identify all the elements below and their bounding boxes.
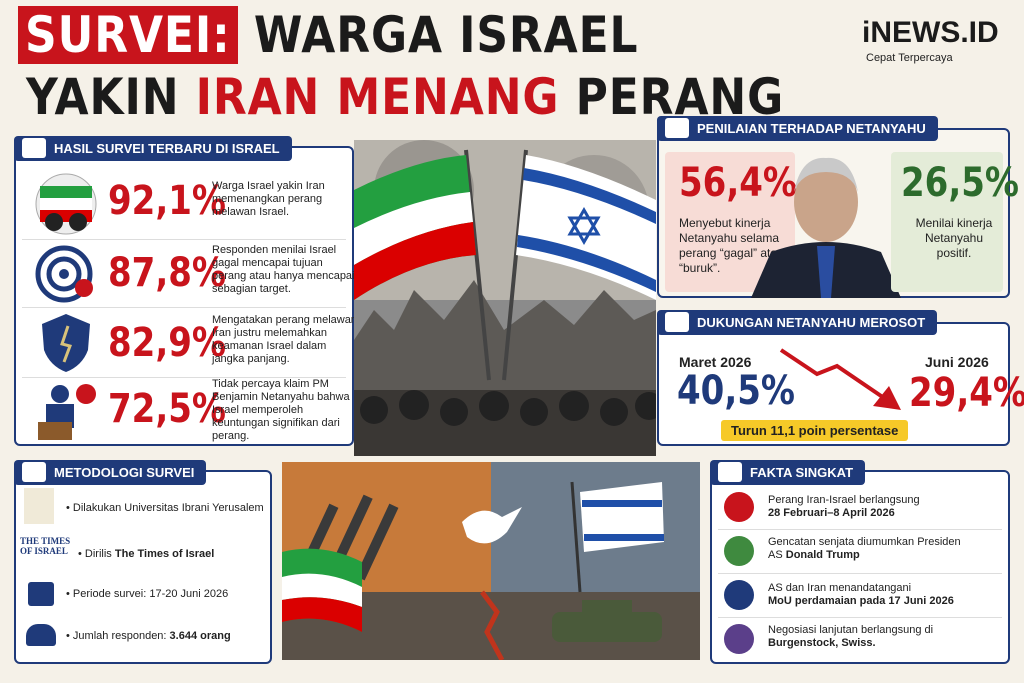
facts-panel: Perang Iran-Israel berlangsung 28 Februar… xyxy=(710,470,1010,664)
logo: iNEWS.ID xyxy=(862,16,999,49)
positive-box: 26,5% Menilai kinerja Netanyahu positif. xyxy=(891,152,1019,292)
item-bold: Donald Trump xyxy=(785,549,860,561)
item-text: Dirilis xyxy=(84,548,112,560)
stat-value: 72,5% xyxy=(108,386,226,432)
fact-row: Negosiasi lanjutan berlangsung di Burgen… xyxy=(718,618,1002,662)
panel-title: METODOLOGI SURVEI xyxy=(14,460,207,485)
tagline: Cepat Terpercaya xyxy=(866,52,953,64)
item-text: Jumlah responden: xyxy=(72,630,167,642)
item-text: Periode survei: 17-20 Juni 2026 xyxy=(72,588,229,600)
flag-icon xyxy=(35,173,97,235)
stat-value: 29,4% xyxy=(909,370,1024,416)
method-panel: • Dilakukan Universitas Ibrani Yerusalem… xyxy=(14,470,272,664)
icon xyxy=(665,312,689,332)
icon xyxy=(22,462,46,482)
title-highlight: SURVEI: xyxy=(18,6,238,64)
stat-value: 26,5% xyxy=(901,160,1019,206)
fact-row: Gencatan senjata diumumkan Presiden AS D… xyxy=(718,530,1002,574)
stat-value: 40,5% xyxy=(677,368,795,414)
survey-row: 92,1% Warga Israel yakin Iran memenangka… xyxy=(22,166,346,240)
title-text: WARGA ISRAEL xyxy=(253,6,639,64)
item-text: Gencatan senjata diumumkan Presiden AS xyxy=(768,536,961,561)
item-text: AS dan Iran menandatangani xyxy=(768,582,912,594)
title-text: HASIL SURVEI TERBARU DI ISRAEL xyxy=(54,141,280,156)
flags-illustration xyxy=(354,140,656,456)
item-text: Negosiasi lanjutan berlangsung di xyxy=(768,624,934,636)
item-bold: Burgenstock, Swiss. xyxy=(768,637,876,649)
times-logo: THE TIMES OF ISRAEL xyxy=(20,536,71,556)
change-badge: Turun 11,1 poin persentase xyxy=(721,420,909,441)
speaker-icon xyxy=(38,384,96,440)
panel-title: DUKUNGAN NETANYAHU MEROSOT xyxy=(657,310,938,335)
negative-box: 56,4% Menyebut kinerja Netanyahu selama … xyxy=(665,152,797,292)
rating-panel: 56,4% Menyebut kinerja Netanyahu selama … xyxy=(657,128,1019,298)
target-icon xyxy=(35,245,93,303)
fact-icon xyxy=(724,492,754,522)
fact-icon xyxy=(724,536,754,566)
stat-text: Tidak percaya klaim PM Benjamin Netanyah… xyxy=(212,378,350,442)
title-text: PENILAIAN TERHADAP NETANYAHU xyxy=(697,121,926,136)
item-text: Perang Iran-Israel berlangsung xyxy=(768,494,920,506)
title-line-2: YAKIN IRAN MENANG PERANG xyxy=(26,70,784,124)
period-label: Maret 2026 xyxy=(679,354,752,370)
survey-panel: 92,1% Warga Israel yakin Iran memenangka… xyxy=(14,146,357,446)
title-text: FAKTA SINGKAT xyxy=(750,465,854,480)
support-panel: Maret 2026 40,5% Juni 2026 29,4% Turun 1… xyxy=(657,322,1024,446)
panel-title: HASIL SURVEI TERBARU DI ISRAEL xyxy=(14,136,292,161)
period-label: Juni 2026 xyxy=(925,354,989,370)
icon xyxy=(718,462,742,482)
method-item: • Periode survei: 17-20 Juni 2026 xyxy=(66,588,229,600)
icon xyxy=(22,138,46,158)
title-text: IRAN MENANG xyxy=(195,68,560,126)
title-text: PERANG xyxy=(575,68,785,126)
item-bold: 28 Februari–8 April 2026 xyxy=(768,507,895,519)
stat-text: Warga Israel yakin Iran memenangkan pera… xyxy=(212,180,325,218)
people-icon xyxy=(26,624,56,646)
stat-text: Mengatakan perang melawan Iran justru me… xyxy=(212,314,357,365)
fact-text: Negosiasi lanjutan berlangsung di Burgen… xyxy=(768,624,958,650)
survey-row: 82,9% Mengatakan perang melawan Iran jus… xyxy=(22,308,357,378)
panel-title: PENILAIAN TERHADAP NETANYAHU xyxy=(657,116,938,141)
fact-row: Perang Iran-Israel berlangsung 28 Februar… xyxy=(718,486,1002,530)
stat-value: 82,9% xyxy=(108,320,226,366)
fact-icon xyxy=(724,580,754,610)
university-logo xyxy=(24,488,54,524)
survey-row: 87,8% Responden menilai Israel gagal men… xyxy=(22,240,355,308)
decline-arrow xyxy=(779,348,901,410)
item-text: Dilakukan Universitas Ibrani Yerusalem xyxy=(72,502,264,514)
fact-text: Gencatan senjata diumumkan Presiden AS D… xyxy=(768,536,968,562)
fact-text: Perang Iran-Israel berlangsung 28 Februar… xyxy=(768,494,998,520)
method-item: • Jumlah responden: 3.644 orang xyxy=(66,630,231,642)
title-text: DUKUNGAN NETANYAHU MEROSOT xyxy=(697,315,926,330)
item-bold: MoU perdamaian pada 17 Juni 2026 xyxy=(768,595,954,607)
stat-value: 87,8% xyxy=(108,250,226,296)
stat-text: Menilai kinerja Netanyahu positif. xyxy=(915,216,993,260)
stat-text: Menyebut kinerja Netanyahu selama perang… xyxy=(679,216,784,275)
method-item: • Dirilis The Times of Israel xyxy=(78,548,215,560)
fact-text: AS dan Iran menandatangani MoU perdamaian… xyxy=(768,582,998,608)
item-bold: The Times of Israel xyxy=(114,548,215,560)
fact-icon xyxy=(724,624,754,654)
title-text: METODOLOGI SURVEI xyxy=(54,465,195,480)
portrait xyxy=(751,157,901,298)
title-text: YAKIN xyxy=(26,68,180,126)
title-line-1: SURVEI: WARGA ISRAEL xyxy=(18,6,639,64)
shield-icon xyxy=(42,314,90,372)
stat-text: Responden menilai Israel gagal mencapai … xyxy=(212,244,355,295)
war-peace-illustration xyxy=(282,462,700,660)
method-item: • Dilakukan Universitas Ibrani Yerusalem xyxy=(66,502,264,514)
fact-row: AS dan Iran menandatangani MoU perdamaian… xyxy=(718,574,1002,618)
stat-value: 92,1% xyxy=(108,178,226,224)
stat-value: 56,4% xyxy=(679,160,797,206)
survey-row: 72,5% Tidak percaya klaim PM Benjamin Ne… xyxy=(22,378,350,444)
icon xyxy=(665,118,689,138)
calendar-icon xyxy=(28,582,54,606)
item-bold: 3.644 orang xyxy=(169,630,231,642)
panel-title: FAKTA SINGKAT xyxy=(710,460,866,485)
